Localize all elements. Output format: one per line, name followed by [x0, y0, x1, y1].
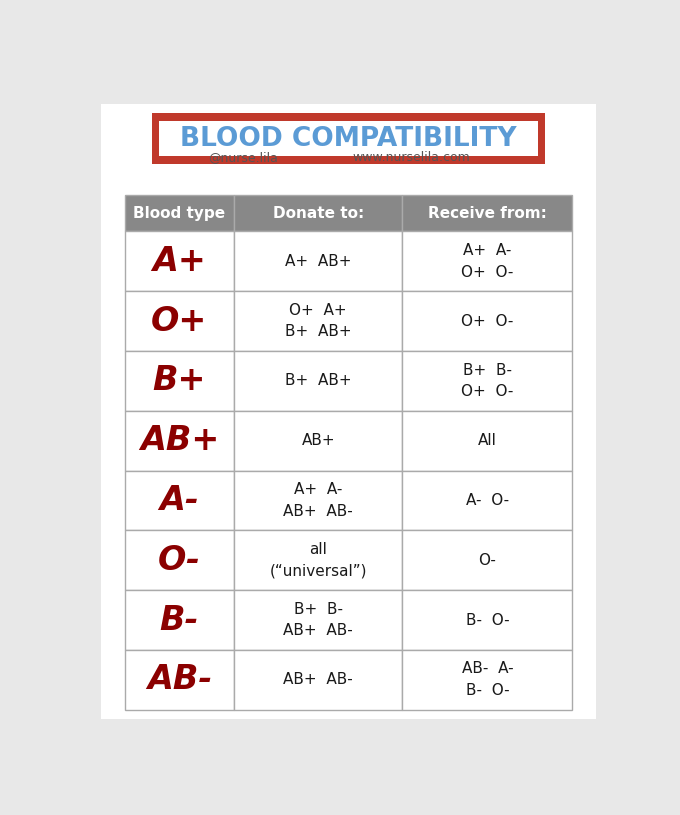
Text: Receive from:: Receive from: [428, 205, 547, 221]
Text: BLOOD COMPATIBILITY: BLOOD COMPATIBILITY [180, 126, 517, 152]
Text: B+  B-
AB+  AB-: B+ B- AB+ AB- [284, 601, 353, 638]
Bar [124, 411, 235, 470]
Text: O+  A+
B+  AB+: O+ A+ B+ AB+ [285, 303, 352, 339]
Bar [403, 531, 573, 590]
Text: O+: O+ [151, 305, 207, 337]
Bar [403, 650, 573, 710]
Text: AB-  A-
B-  O-: AB- A- B- O- [462, 662, 513, 698]
Text: All: All [478, 434, 497, 448]
Bar [403, 195, 573, 231]
Text: Blood type: Blood type [133, 205, 226, 221]
Bar [124, 351, 235, 411]
Bar [235, 650, 403, 710]
Bar [235, 351, 403, 411]
Bar [235, 531, 403, 590]
Text: O-: O- [479, 553, 496, 568]
Text: AB+  AB-: AB+ AB- [284, 672, 353, 687]
Text: B-: B- [160, 603, 199, 637]
Bar [403, 231, 573, 291]
Bar [235, 291, 403, 351]
Bar [403, 351, 573, 411]
Bar [403, 411, 573, 470]
Text: B+  B-
O+  O-: B+ B- O+ O- [461, 363, 513, 399]
Bar [124, 531, 235, 590]
Text: Donate to:: Donate to: [273, 205, 364, 221]
Text: AB-: AB- [147, 663, 212, 696]
Text: A+  A-
AB+  AB-: A+ A- AB+ AB- [284, 482, 353, 519]
Text: A-  O-: A- O- [466, 493, 509, 508]
Text: B+  AB+: B+ AB+ [285, 373, 352, 389]
Text: A+  A-
O+  O-: A+ A- O+ O- [461, 243, 513, 280]
Bar [403, 291, 573, 351]
Bar [403, 590, 573, 650]
Text: www.nurselila.com: www.nurselila.com [353, 151, 471, 164]
Text: O-: O- [158, 544, 201, 577]
Text: AB+: AB+ [139, 424, 219, 457]
Text: B-  O-: B- O- [466, 613, 509, 628]
Bar [124, 590, 235, 650]
Text: O+  O-: O+ O- [461, 314, 513, 328]
Bar [235, 195, 403, 231]
Bar [124, 470, 235, 531]
Bar [403, 470, 573, 531]
Text: B+: B+ [152, 364, 206, 398]
Text: A+  AB+: A+ AB+ [285, 253, 352, 269]
Bar [124, 291, 235, 351]
Bar [235, 590, 403, 650]
Bar [124, 195, 235, 231]
Text: all
(“universal”): all (“universal”) [269, 542, 367, 579]
Text: @nurse.lila: @nurse.lila [208, 151, 278, 164]
Bar [152, 113, 545, 164]
Text: A-: A- [160, 484, 199, 517]
Bar [235, 470, 403, 531]
Bar [124, 231, 235, 291]
Bar [235, 411, 403, 470]
Text: A+: A+ [152, 244, 206, 278]
Bar [124, 650, 235, 710]
Text: AB+: AB+ [301, 434, 335, 448]
Bar [158, 121, 539, 156]
Bar [235, 231, 403, 291]
